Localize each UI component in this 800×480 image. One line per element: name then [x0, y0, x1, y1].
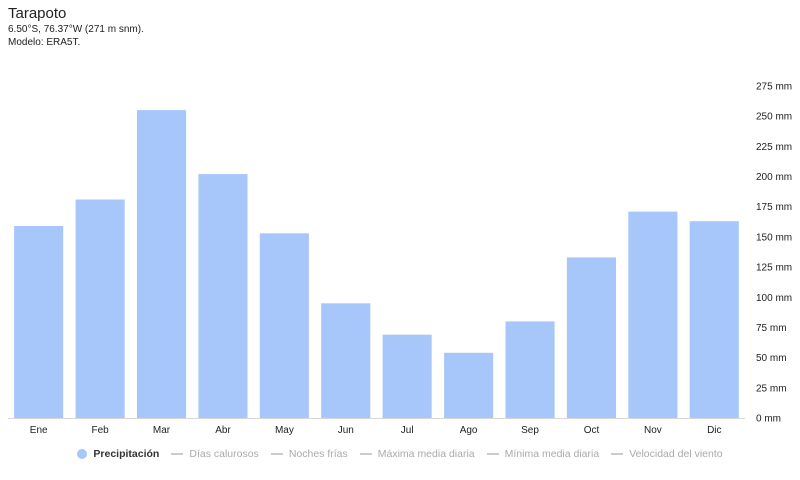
legend-item-máxima-media-diaria[interactable]: Máxima media diaria [359, 448, 475, 460]
legend-line-icon [171, 453, 184, 455]
y-tick-label: 75 mm [756, 323, 787, 334]
bar-ago[interactable] [444, 352, 494, 418]
x-tick-label: Ago [460, 425, 478, 436]
legend-label: Noches frías [288, 448, 348, 460]
legend-line-icon [611, 453, 624, 455]
y-tick-label: 125 mm [756, 263, 792, 274]
x-tick-label: Sep [521, 425, 539, 436]
legend-label: Precipitación [93, 448, 160, 460]
x-tick-label: Dic [707, 425, 721, 436]
x-tick-label: May [275, 425, 294, 436]
x-tick-label: Mar [153, 425, 171, 436]
x-tick-label: Feb [91, 425, 109, 436]
legend-item-precipitación[interactable]: Precipitación [77, 448, 159, 460]
y-tick-label: 250 mm [756, 112, 792, 123]
y-tick-label: 225 mm [756, 142, 792, 153]
legend-item-velocidad-del-viento[interactable]: Velocidad del viento [611, 448, 723, 460]
legend-item-mínima-media-diaria[interactable]: Mínima media diaria [486, 448, 600, 460]
legend-item-días-calurosos[interactable]: Días calurosos [171, 448, 259, 460]
bar-mar[interactable] [137, 110, 187, 418]
legend-dot-icon [77, 449, 88, 459]
y-tick-label: 200 mm [756, 172, 792, 183]
y-tick-label: 175 mm [756, 202, 792, 213]
bar-jul[interactable] [382, 334, 432, 418]
precipitation-chart: Ene Feb Mar Abr May Jun Jul Ago Sep Oct Nov Dic 0 mm… [8, 82, 792, 436]
bar-ene[interactable] [14, 226, 64, 418]
location-coordinates: 6.50°S, 76.37°W (271 m snm). [8, 24, 144, 35]
legend-item-noches-frías[interactable]: Noches frías [270, 448, 348, 460]
legend-label: Días calurosos [189, 448, 259, 460]
legend-line-icon [486, 453, 499, 455]
x-tick-label: Abr [215, 425, 231, 436]
bar-nov[interactable] [628, 211, 678, 418]
y-tick-label: 150 mm [756, 232, 792, 243]
legend-label: Máxima media diaria [377, 448, 475, 460]
x-tick-label: Jun [338, 425, 354, 436]
legend-label: Velocidad del viento [629, 448, 723, 460]
chart-title: Tarapoto [8, 5, 67, 22]
legend-line-icon [359, 453, 372, 455]
y-tick-label: 100 mm [756, 293, 792, 304]
chart-header: Tarapoto 6.50°S, 76.37°W (271 m snm). Mo… [8, 5, 144, 49]
x-tick-label: Ene [30, 425, 48, 436]
x-tick-label: Nov [644, 425, 662, 436]
x-tick-label: Oct [584, 425, 600, 436]
legend-line-icon [270, 453, 283, 455]
bar-oct[interactable] [566, 257, 616, 418]
bar-abr[interactable] [198, 174, 248, 418]
bar-feb[interactable] [75, 199, 125, 419]
chart-legend: Precipitación Días calurosos Noches frías M… [0, 448, 800, 460]
x-tick-label: Jul [401, 425, 414, 436]
legend-label: Mínima media diaria [504, 448, 600, 460]
bar-dic[interactable] [689, 221, 739, 418]
bar-sep[interactable] [505, 321, 555, 418]
y-tick-label: 275 mm [756, 82, 792, 93]
y-tick-label: 25 mm [756, 383, 787, 394]
y-tick-label: 0 mm [756, 414, 781, 425]
y-tick-label: 50 mm [756, 353, 787, 364]
bar-may[interactable] [259, 233, 309, 418]
bar-jun[interactable] [321, 303, 371, 418]
model-label: Modelo: ERA5T. [8, 37, 81, 48]
